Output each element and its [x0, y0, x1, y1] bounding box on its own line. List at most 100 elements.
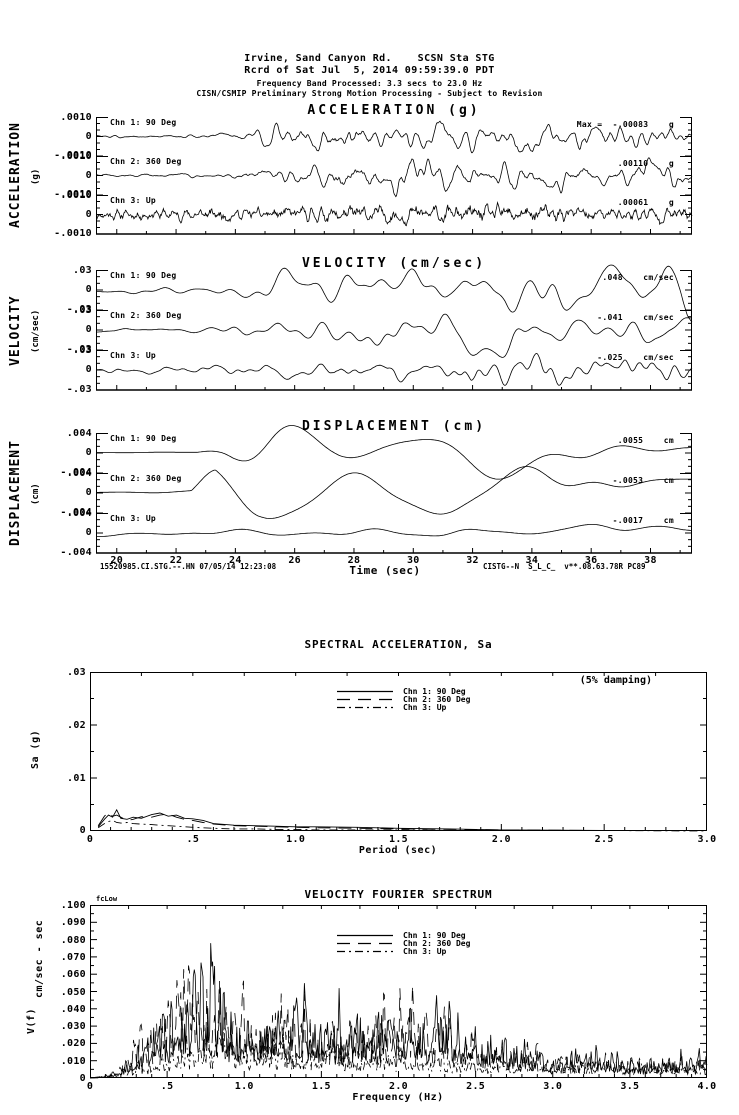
- sa-xtick: 3.0: [697, 834, 717, 845]
- velocity-title: VELOCITY (cm/sec): [301, 256, 487, 271]
- sa-ytick: 0: [79, 825, 86, 836]
- fourier-ytick: .080: [60, 934, 86, 946]
- fourier-ytick: .070: [60, 951, 86, 963]
- fourier-ytick: .050: [60, 986, 86, 998]
- legend-line-sample: [337, 934, 393, 936]
- frequency-axis-label: Frequency (Hz): [352, 1092, 444, 1103]
- vel-ch3-max: -.025 cm/sec: [597, 353, 674, 362]
- displacement-ytick: .004: [66, 508, 92, 519]
- fourier-legend: Chn 1: 90 Deg Chn 2: 360 Deg Chn 3: Up: [337, 931, 470, 956]
- velocity-ytick: -.03: [66, 304, 92, 315]
- disp-ch2-label: Chn 2: 360 Deg: [110, 474, 182, 483]
- sa-plot: [90, 672, 708, 832]
- velocity-ytick: .03: [73, 265, 92, 276]
- velocity-plot: [96, 264, 693, 391]
- velocity-ytick: 0: [85, 364, 92, 375]
- time-tick: 26: [288, 555, 301, 566]
- velocity-ytick: .03: [73, 345, 92, 356]
- legend-label: Chn 2: 360 Deg: [403, 938, 471, 948]
- period-axis-label: Period (sec): [358, 845, 438, 856]
- accel-ch1-max: Max = -.00083 g: [576, 120, 674, 129]
- time-tick: 22: [169, 555, 183, 566]
- legend-label: Chn 1: 90 Deg: [403, 686, 466, 696]
- fourier-xtick: 2.5: [466, 1081, 486, 1092]
- fourier-xtick: .5: [160, 1081, 174, 1092]
- acceleration-ytick: 0: [85, 208, 92, 220]
- sa-xtick: .5: [186, 834, 200, 845]
- legend-line-sample: [337, 942, 393, 944]
- accel-ch2-label: Chn 2: 360 Deg: [110, 157, 182, 166]
- acceleration-title: ACCELERATION (g): [307, 103, 481, 118]
- frequency-band-note: Frequency Band Processed: 3.3 secs to 23…: [256, 79, 483, 88]
- vel-ch1-max: .048 cm/sec: [602, 273, 674, 282]
- fourier-ytick: .060: [60, 969, 86, 981]
- fourier-title: VELOCITY FOURIER SPECTRUM: [304, 888, 493, 901]
- accel-ch3-max: .00061 g: [617, 198, 674, 207]
- fourier-ytick: 0: [79, 1073, 86, 1084]
- legend-label: Chn 3: Up: [403, 702, 447, 712]
- fourier-xtick: 0: [86, 1081, 94, 1092]
- acceleration-ytick: .0010: [60, 190, 92, 201]
- fourier-ytick: .090: [60, 917, 86, 929]
- fourier-xtick: 3.0: [543, 1081, 563, 1092]
- time-tick: 28: [347, 555, 361, 566]
- legend-label: Chn 3: Up: [403, 946, 447, 956]
- legend-row: Chn 2: 360 Deg: [337, 695, 470, 704]
- time-tick: 32: [466, 555, 479, 566]
- fourier-plot: [89, 905, 708, 1079]
- damping-note: (5% damping): [579, 675, 652, 686]
- displacement-ytick: -.004: [60, 507, 92, 518]
- time-tick: 34: [525, 555, 539, 566]
- legend-row: Chn 2: 360 Deg: [337, 938, 471, 948]
- vel-ch2-label: Chn 2: 360 Deg: [110, 311, 182, 320]
- displacement-title: DISPLACEMENT (cm): [301, 419, 487, 434]
- fourier-ytick: .030: [60, 1021, 86, 1033]
- velocity-axis-label: VELOCITY: [8, 295, 23, 366]
- sa-y-axis-label: Sa (g): [30, 729, 41, 769]
- velocity-ytick: -.03: [66, 384, 92, 395]
- disp-ch1-max: .0055 cm: [617, 436, 674, 445]
- displacement-ytick: .004: [66, 468, 92, 479]
- station-title: Irvine, Sand Canyon Rd. SCSN Sta STG: [244, 53, 495, 64]
- velocity-ytick: -.03: [66, 344, 92, 355]
- velocity-ytick: 0: [85, 324, 92, 335]
- fourier-xtick: 2.0: [389, 1081, 408, 1092]
- displacement-ytick: 0: [85, 487, 92, 498]
- acceleration-axis-label: ACCELERATION: [8, 122, 23, 228]
- acceleration-ytick: .0010: [60, 112, 92, 123]
- fourier-ytick: .100: [60, 900, 86, 911]
- accel-ch2-max: .00110 g: [617, 159, 674, 168]
- sa-xtick: 2.5: [594, 834, 614, 845]
- accel-ch3-label: Chn 3: Up: [110, 196, 157, 205]
- fourier-xtick: 4.0: [697, 1081, 717, 1092]
- sa-legend: Chn 1: 90 Deg Chn 2: 360 Deg Chn 3: Up: [337, 687, 470, 712]
- processing-footer: CISTG--N S_L_C_ v**.08.63.78R PC89: [483, 562, 646, 571]
- disp-ch3-label: Chn 3: Up: [110, 514, 157, 523]
- legend-row: Chn 1: 90 Deg: [337, 931, 470, 940]
- sa-ytick: .02: [67, 720, 86, 731]
- vel-ch2-max: -.041 cm/sec: [597, 313, 674, 322]
- displacement-ytick: .004: [66, 428, 92, 439]
- sa-xtick: 2.0: [491, 834, 511, 845]
- acceleration-ytick: -.0010: [54, 189, 92, 200]
- accel-ch1-label: Chn 1: 90 Deg: [110, 118, 177, 127]
- displacement-axis-label: DISPLACEMENT: [8, 440, 23, 546]
- disp-ch1-label: Chn 1: 90 Deg: [110, 434, 177, 443]
- displacement-ytick: 0: [85, 447, 92, 458]
- fourier-ytick: .010: [60, 1055, 86, 1067]
- time-tick: 30: [406, 555, 420, 566]
- time-tick: 36: [584, 555, 598, 566]
- fourier-xtick: 1.5: [311, 1081, 331, 1092]
- time-axis-label: Time (sec): [349, 564, 421, 577]
- time-tick: 24: [229, 555, 242, 566]
- displacement-ytick: -.004: [60, 547, 92, 558]
- time-tick: 38: [644, 555, 657, 566]
- disp-ch3-max: -.0017 cm: [612, 516, 674, 525]
- processing-note: CISN/CSMIP Preliminary Strong Motion Pro…: [196, 89, 543, 98]
- disp-ch2-max: -.0053 cm: [612, 476, 674, 485]
- record-id-footer: 15520985.CI.STG.--.HN 07/05/14 12:23:08: [100, 562, 277, 571]
- displacement-plot: [96, 425, 693, 554]
- vel-ch3-label: Chn 3: Up: [110, 351, 157, 360]
- vel-ch1-label: Chn 1: 90 Deg: [110, 271, 177, 280]
